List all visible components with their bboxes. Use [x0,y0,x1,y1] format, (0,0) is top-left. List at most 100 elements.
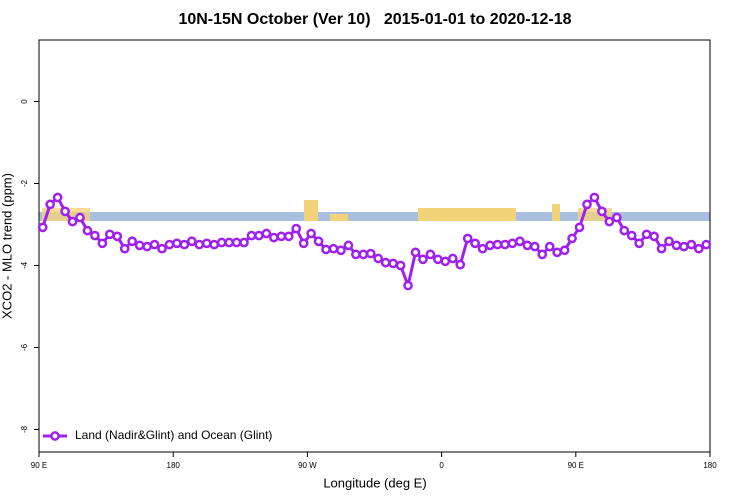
data-point [455,259,466,270]
data-point [45,199,56,210]
data-point [358,249,369,260]
data-point [522,240,533,251]
data-point [246,230,257,241]
data-point [544,241,555,252]
data-point [447,253,458,264]
y-tick-label: -8 [20,425,29,433]
land-patch [552,204,560,221]
x-tick-label: 90 E [568,461,584,470]
data-point [410,247,421,258]
data-point [604,216,615,227]
data-point [194,239,205,250]
data-point [492,239,503,250]
data-point [298,238,309,249]
data-point [291,223,302,234]
data-point [186,236,197,247]
y-axis-label: XCO2 - MLO trend (ppm) [0,173,14,319]
data-point [485,240,495,251]
y-tick-label: -2 [20,179,29,187]
y-tick-label: 0 [20,99,29,104]
land-patch [330,214,348,221]
data-point [209,239,220,250]
data-point [701,239,712,250]
data-point [142,241,152,252]
land-patch [304,200,318,221]
legend-label: Land (Nadir&Glint) and Ocean (Glint) [75,428,272,442]
data-point [574,222,585,233]
data-point [276,231,287,242]
data-point [97,238,108,249]
data-point [686,239,697,250]
data-point [626,230,637,241]
data-point [52,192,63,203]
data-point [112,231,123,242]
data-point [172,238,182,249]
data-point [418,254,428,265]
data-point [477,243,488,254]
data-point [641,229,652,240]
data-point [425,249,436,260]
x-tick-label: 180 [167,461,181,470]
data-point [119,243,130,254]
data-point [693,243,704,254]
data-point [559,245,570,256]
legend-marker [50,431,60,441]
ocean-band [39,212,710,221]
data-point [403,280,413,291]
data-point [328,243,339,254]
data-point [90,230,100,241]
data-point [351,249,361,260]
data-point [216,237,227,248]
data-point [104,229,115,240]
data-point [164,239,175,250]
data-point [149,239,160,250]
data-point [537,249,548,260]
data-point [343,240,354,251]
data-point [179,239,190,250]
data-point [529,241,540,252]
x-tick-label: 0 [439,461,444,470]
land-patch [418,208,516,221]
x-tick-label: 90 W [298,461,317,470]
data-point [127,236,138,247]
data-point [679,241,689,252]
data-point [321,244,331,255]
y-tick-label: -4 [20,261,29,269]
y-tick-label: -6 [20,343,29,351]
chart-title: 10N-15N October (Ver 10) 2015-01-01 to 2… [178,11,571,28]
data-point [380,257,391,268]
data-point [365,248,376,259]
data-point [239,237,249,248]
data-point [470,238,480,249]
data-point [552,247,563,258]
data-point [395,260,406,271]
data-point [75,212,85,223]
map-band [39,200,710,221]
data-point [313,236,324,247]
x-tick-label: 180 [703,461,717,470]
data-point [269,232,279,243]
data-point [440,256,451,267]
data-point [656,243,667,254]
data-point [634,238,645,249]
data-point [157,243,167,254]
data-point [500,239,510,250]
data-point [582,199,592,210]
data-point [664,236,674,247]
x-tick-label: 90 E [31,461,47,470]
data-point [649,231,659,242]
data-point [597,206,607,217]
data-point [37,222,48,233]
data-point [507,238,518,249]
data-point [336,245,346,256]
data-point [433,254,443,265]
data-point [283,231,294,242]
data-point [671,240,682,251]
data-point [261,228,272,239]
data-point [254,230,264,241]
data-point [134,240,145,251]
data-point [60,206,70,217]
data-point [611,212,622,223]
data-point [515,236,525,247]
